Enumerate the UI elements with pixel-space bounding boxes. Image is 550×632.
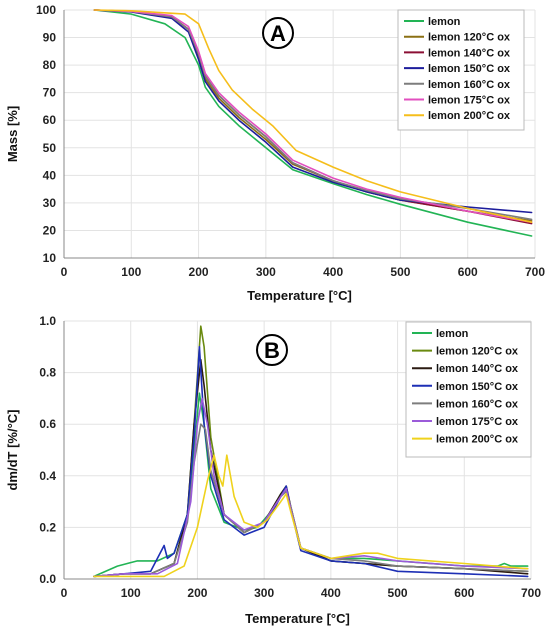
panel-b-dmdt-chart: 0 100 200 300 400 500 600 700 0.0 0.2 0.4 0.6 0.8 1.0… — [5, 314, 541, 626]
legend-box — [397, 9, 525, 131]
panel-a-mass-chart: 0 100 200 300 400 500 600 700 10 20 30 40 50 60 70 80 90… — [5, 3, 545, 303]
y-tick-label: 80 — [43, 58, 57, 72]
x-tick-label: 700 — [521, 586, 541, 600]
x-tick-label: 400 — [323, 265, 343, 279]
legend-entry: lemon — [436, 328, 469, 340]
x-tick-label: 100 — [121, 586, 141, 600]
legend-entry: lemon 140°C ox — [436, 363, 519, 375]
x-tick-label: 0 — [61, 265, 68, 279]
series-line — [93, 9, 533, 221]
x-tick-label: 500 — [390, 265, 410, 279]
y-tick-label: 0.8 — [39, 366, 56, 380]
x-tick-label: 300 — [254, 586, 274, 600]
x-tick-label: 600 — [458, 265, 478, 279]
legend-entry: lemon 200°C ox — [436, 434, 519, 446]
series-line — [93, 397, 529, 578]
x-axis-label: Temperature [°C] — [247, 288, 352, 303]
series-line — [93, 423, 529, 578]
y-tick-label: 0.0 — [39, 572, 56, 586]
panel-label-circle — [262, 17, 294, 49]
legend-entry: lemon 175°C ox — [436, 416, 519, 428]
y-tick-label: 40 — [43, 168, 57, 182]
x-tick-label: 200 — [187, 586, 207, 600]
series-line — [93, 9, 533, 237]
legend-entry: lemon 140°C ox — [428, 47, 511, 59]
legend-entry: lemon 150°C ox — [436, 381, 519, 393]
legend-box — [405, 321, 532, 458]
y-tick-label: 20 — [43, 223, 57, 237]
y-tick-label: 100 — [36, 3, 56, 17]
panel-label: B — [264, 338, 280, 363]
y-tick-label: 60 — [43, 113, 57, 127]
x-tick-label: 400 — [321, 586, 341, 600]
y-tick-label: 30 — [43, 196, 57, 210]
legend-entry: lemon 150°C ox — [428, 63, 511, 75]
series-line — [93, 454, 529, 578]
series-line — [93, 9, 533, 214]
y-axis-label: Mass [%] — [5, 106, 20, 162]
legend-entry: lemon 175°C ox — [428, 95, 511, 107]
y-tick-label: 1.0 — [39, 314, 56, 328]
y-tick-label: 50 — [43, 141, 57, 155]
y-tick-label: 0.6 — [39, 417, 56, 431]
y-tick-label: 0.4 — [39, 469, 56, 483]
y-tick-label: 90 — [43, 31, 57, 45]
series-line — [93, 9, 533, 223]
panel-label-circle — [256, 334, 288, 366]
y-tick-label: 0.2 — [39, 520, 56, 534]
legend-entry: lemon 160°C ox — [436, 398, 519, 410]
x-tick-label: 700 — [525, 265, 545, 279]
series-line — [93, 9, 533, 223]
legend-entry: lemon 120°C ox — [436, 346, 519, 358]
y-tick-label: 70 — [43, 86, 57, 100]
x-tick-label: 300 — [256, 265, 276, 279]
x-tick-label: 200 — [189, 265, 209, 279]
series-line — [93, 345, 529, 578]
legend-entry: lemon — [428, 16, 461, 28]
y-tick-label: 10 — [43, 251, 57, 265]
y-axis-label: dm/dT [%/°C] — [5, 409, 20, 490]
panel-label: A — [270, 21, 286, 46]
x-tick-label: 600 — [454, 586, 474, 600]
x-tick-label: 100 — [121, 265, 141, 279]
x-tick-label: 0 — [61, 586, 68, 600]
x-axis-label: Temperature [°C] — [245, 611, 350, 626]
legend-entry: lemon 200°C ox — [428, 110, 511, 122]
x-tick-label: 500 — [388, 586, 408, 600]
legend-entry: lemon 120°C ox — [428, 32, 511, 44]
legend-entry: lemon 160°C ox — [428, 79, 511, 91]
